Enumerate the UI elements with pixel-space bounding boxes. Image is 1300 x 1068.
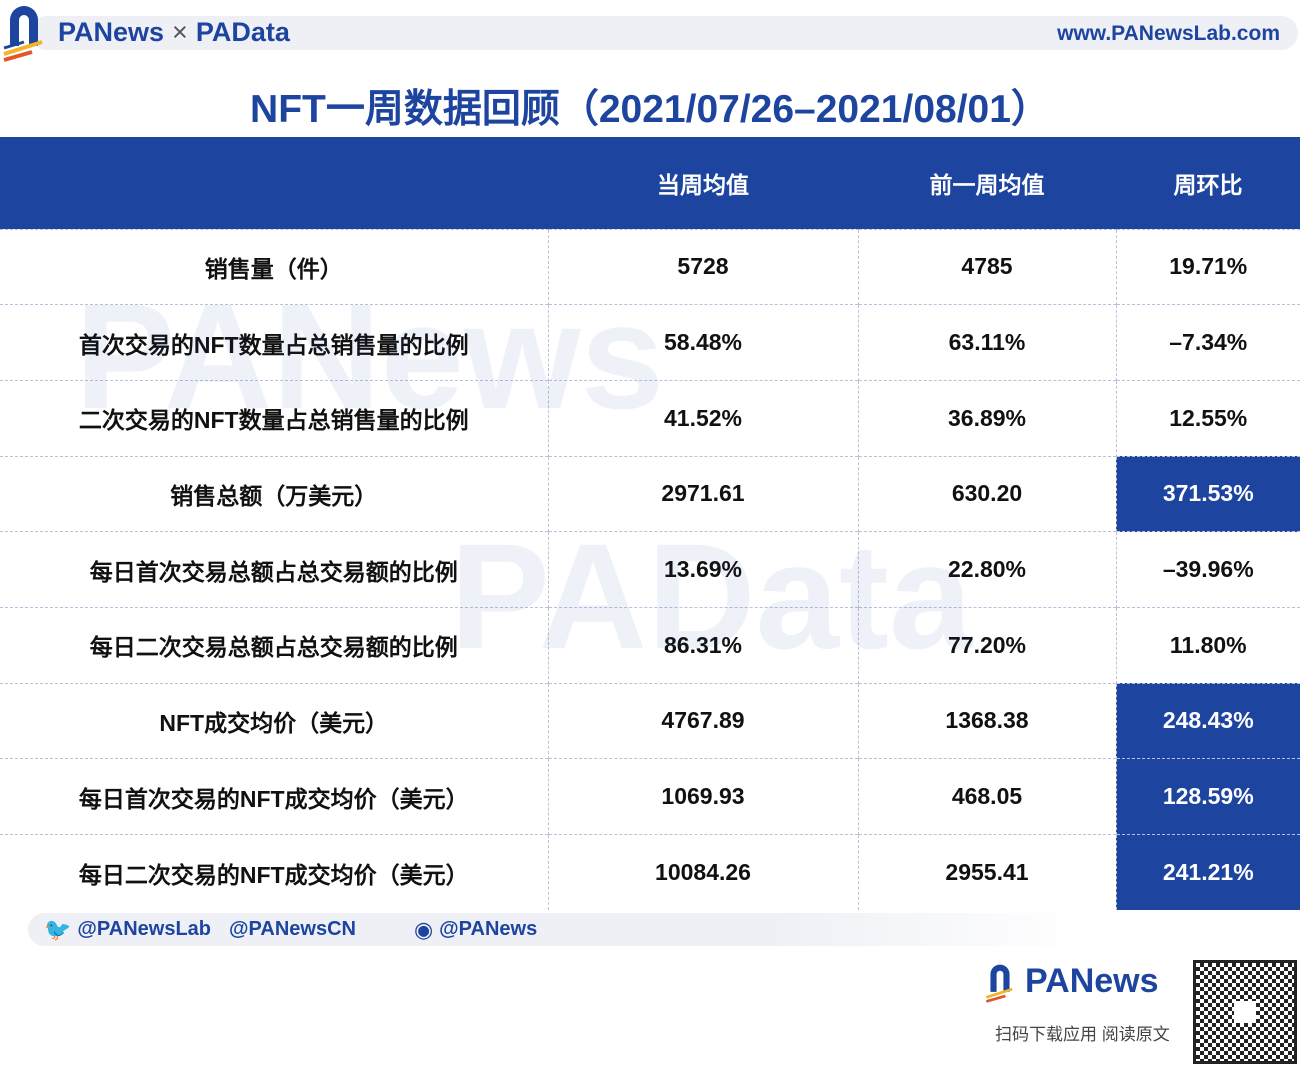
current-value: 58.48% [547,304,858,381]
brand-panews: PANews [58,17,165,47]
row-label: 销售量（件） [0,228,548,305]
brand-title: PANews × PAData [58,17,290,48]
table-row: 每日首次交易总额占总交易额的比例 13.69% 22.80% –39.96% [0,531,1300,608]
brand-padata: PAData [195,17,290,47]
header-bar [30,16,1298,50]
previous-value: 36.89% [857,379,1116,457]
current-value: 13.69% [547,531,858,608]
week-change: 248.43% [1115,682,1300,759]
twitter-handle-cn[interactable]: @PANewsCN [229,918,356,940]
table-row: 每日首次交易的NFT成交均价（美元） 1069.93 468.05 128.59% [0,758,1300,835]
previous-value: 22.80% [857,531,1116,608]
current-value: 1069.93 [547,758,858,835]
col-header-change: 周环比 [1173,171,1243,198]
current-value: 41.52% [547,379,858,457]
table-row: NFT成交均价（美元） 4767.89 1368.38 248.43% [0,682,1300,759]
footer-brand: PANews [1025,961,1159,1000]
current-value: 2971.61 [547,455,858,532]
social-bar: 🐦 @PANewsLab @PANewsCN ◉ @PANews [28,913,1088,946]
table-row: 二次交易的NFT数量占总销售量的比例 41.52% 36.89% 12.55% [0,379,1300,457]
current-value: 4767.89 [547,682,858,759]
col-header-current: 当周均值 [657,171,749,198]
previous-value: 1368.38 [857,682,1116,759]
row-label: 每日二次交易总额占总交易额的比例 [0,606,548,684]
table-row: 销售总额（万美元） 2971.61 630.20 371.53% [0,455,1300,532]
panews-logo-icon [3,6,43,62]
col-header-label [0,137,548,229]
qr-code[interactable] [1193,960,1297,1064]
current-value: 5728 [547,228,858,305]
row-label: NFT成交均价（美元） [0,682,548,759]
previous-value: 63.11% [857,304,1116,381]
footer-caption: 扫码下载应用 阅读原文 [995,1025,1170,1044]
brand-separator: × [172,17,188,47]
twitter-handle-lab[interactable]: @PANewsLab [77,918,212,940]
row-label: 销售总额（万美元） [0,455,548,532]
row-label: 首次交易的NFT数量占总销售量的比例 [0,304,548,381]
week-change: 12.55% [1115,379,1300,457]
previous-value: 2955.41 [857,834,1116,911]
week-change: 241.21% [1115,834,1300,911]
week-change: –7.34% [1115,304,1300,381]
row-label: 每日首次交易的NFT成交均价（美元） [0,758,548,835]
current-value: 86.31% [547,606,858,684]
previous-value: 468.05 [857,758,1116,835]
nft-weekly-table: 当周均值 前一周均值 周环比 销售量（件） 5728 4785 19.71% 首次交易的… [0,137,1300,911]
col-header-previous: 前一周均值 [929,171,1045,198]
footer-logo: PANews [985,960,1159,1006]
site-url[interactable]: www.PANewsLab.com [1057,22,1280,45]
twitter-icon: 🐦 [44,916,72,942]
previous-value: 630.20 [857,455,1116,532]
page-title: NFT一周数据回顾（2021/07/26–2021/08/01） [250,88,1050,131]
row-label: 每日二次交易的NFT成交均价（美元） [0,834,548,911]
table-row: 销售量（件） 5728 4785 19.71% [0,228,1300,305]
weibo-handle[interactable]: @PANews [439,918,538,940]
previous-value: 77.20% [857,606,1116,684]
row-label: 二次交易的NFT数量占总销售量的比例 [0,379,548,457]
week-change: 371.53% [1115,455,1300,532]
table-row: 每日二次交易的NFT成交均价（美元） 10084.26 2955.41 241.21% [0,834,1300,911]
week-change: 19.71% [1115,228,1300,305]
week-change: 11.80% [1115,606,1300,684]
current-value: 10084.26 [547,834,858,911]
week-change: 128.59% [1115,758,1300,835]
weibo-icon: ◉ [413,916,434,942]
week-change: –39.96% [1115,531,1300,608]
table-row: 每日二次交易总额占总交易额的比例 86.31% 77.20% 11.80% [0,606,1300,684]
panews-logo-icon [985,964,1013,1003]
row-label: 每日首次交易总额占总交易额的比例 [0,531,548,608]
previous-value: 4785 [857,228,1116,305]
table-header: 当周均值 前一周均值 周环比 [0,137,1300,229]
table-row: 首次交易的NFT数量占总销售量的比例 58.48% 63.11% –7.34% [0,304,1300,381]
